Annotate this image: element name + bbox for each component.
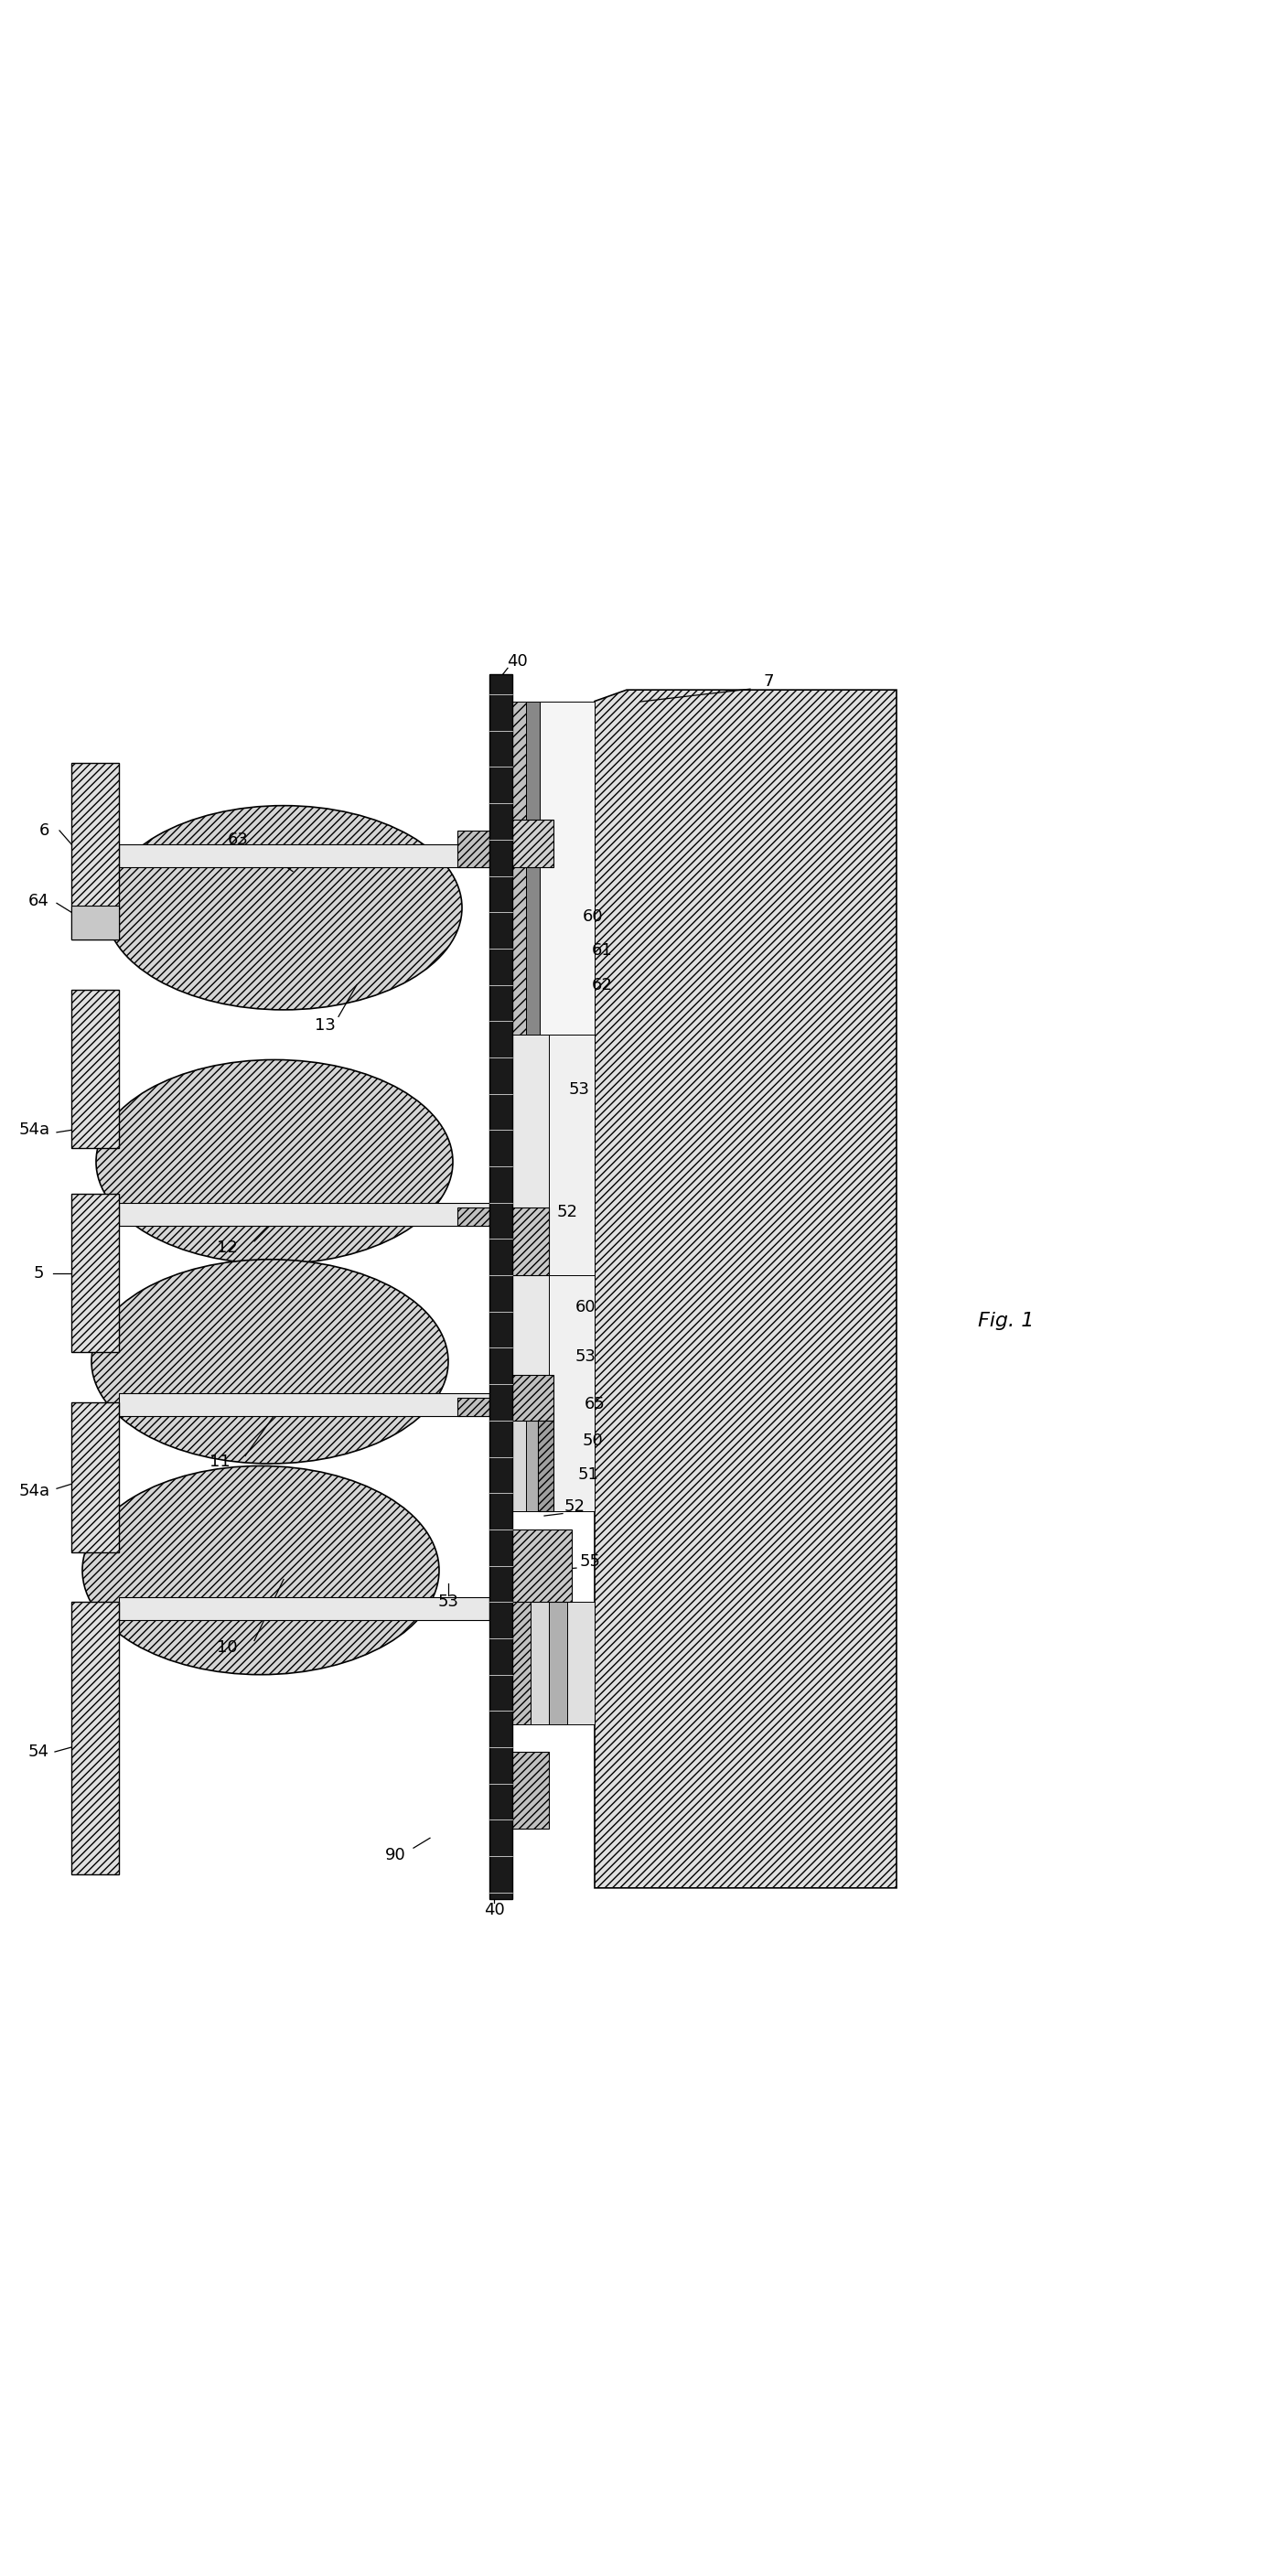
Bar: [512, 819, 553, 868]
Text: 90: 90: [385, 1847, 405, 1862]
Bar: [512, 1036, 594, 1275]
Bar: [512, 701, 527, 1036]
Text: 50: 50: [583, 1432, 603, 1450]
Text: 53: 53: [575, 1350, 596, 1365]
Ellipse shape: [96, 1059, 452, 1265]
Bar: [72, 1401, 119, 1553]
Bar: [512, 1419, 548, 1512]
Text: 62: 62: [592, 976, 612, 994]
Bar: [458, 1399, 489, 1417]
Bar: [72, 904, 119, 940]
Polygon shape: [594, 690, 897, 1888]
Text: 40: 40: [506, 654, 528, 670]
Text: 54: 54: [28, 1744, 49, 1759]
Bar: [512, 1208, 548, 1275]
Bar: [512, 1275, 594, 1512]
Bar: [119, 845, 489, 868]
Text: 54a: 54a: [19, 1121, 50, 1139]
Text: 54a: 54a: [19, 1484, 50, 1499]
Text: 60: 60: [575, 1298, 596, 1316]
Bar: [458, 829, 489, 868]
Bar: [539, 701, 594, 1036]
Bar: [119, 1597, 489, 1620]
Text: 65: 65: [584, 1396, 604, 1412]
Text: 7: 7: [763, 672, 773, 690]
Text: 53: 53: [438, 1595, 459, 1610]
Bar: [489, 675, 512, 1899]
Bar: [72, 1602, 119, 1875]
Bar: [548, 1602, 567, 1723]
Bar: [527, 1419, 548, 1512]
Bar: [72, 1193, 119, 1352]
Bar: [119, 1203, 489, 1226]
Bar: [495, 1752, 548, 1829]
Text: 12: 12: [216, 1239, 238, 1257]
Bar: [527, 701, 539, 1036]
Bar: [512, 1376, 553, 1419]
Text: 63: 63: [227, 832, 248, 848]
Text: 51: 51: [578, 1466, 598, 1484]
Bar: [512, 1036, 548, 1275]
Bar: [72, 762, 119, 940]
Text: 10: 10: [216, 1638, 238, 1656]
Bar: [512, 1602, 530, 1723]
Ellipse shape: [82, 1466, 440, 1674]
Text: 53: 53: [569, 1082, 589, 1097]
Text: 13: 13: [314, 1018, 335, 1033]
Text: 52: 52: [564, 1499, 585, 1515]
Bar: [458, 1208, 489, 1226]
Text: Fig. 1: Fig. 1: [978, 1311, 1034, 1329]
Bar: [72, 989, 119, 1149]
Text: 55: 55: [579, 1553, 601, 1569]
Text: 52: 52: [557, 1203, 578, 1221]
Text: 61: 61: [592, 943, 612, 958]
Bar: [119, 1394, 489, 1417]
Bar: [538, 1419, 553, 1512]
Text: 6: 6: [38, 822, 49, 840]
Text: 60: 60: [583, 909, 603, 925]
Bar: [512, 1275, 548, 1512]
Bar: [530, 1602, 548, 1723]
Ellipse shape: [105, 806, 461, 1010]
Text: 11: 11: [210, 1453, 230, 1468]
Bar: [567, 1602, 594, 1723]
Text: 5: 5: [33, 1265, 43, 1280]
Ellipse shape: [92, 1260, 449, 1463]
Text: 40: 40: [483, 1901, 505, 1919]
Text: 64: 64: [28, 894, 49, 909]
Bar: [512, 1530, 571, 1602]
